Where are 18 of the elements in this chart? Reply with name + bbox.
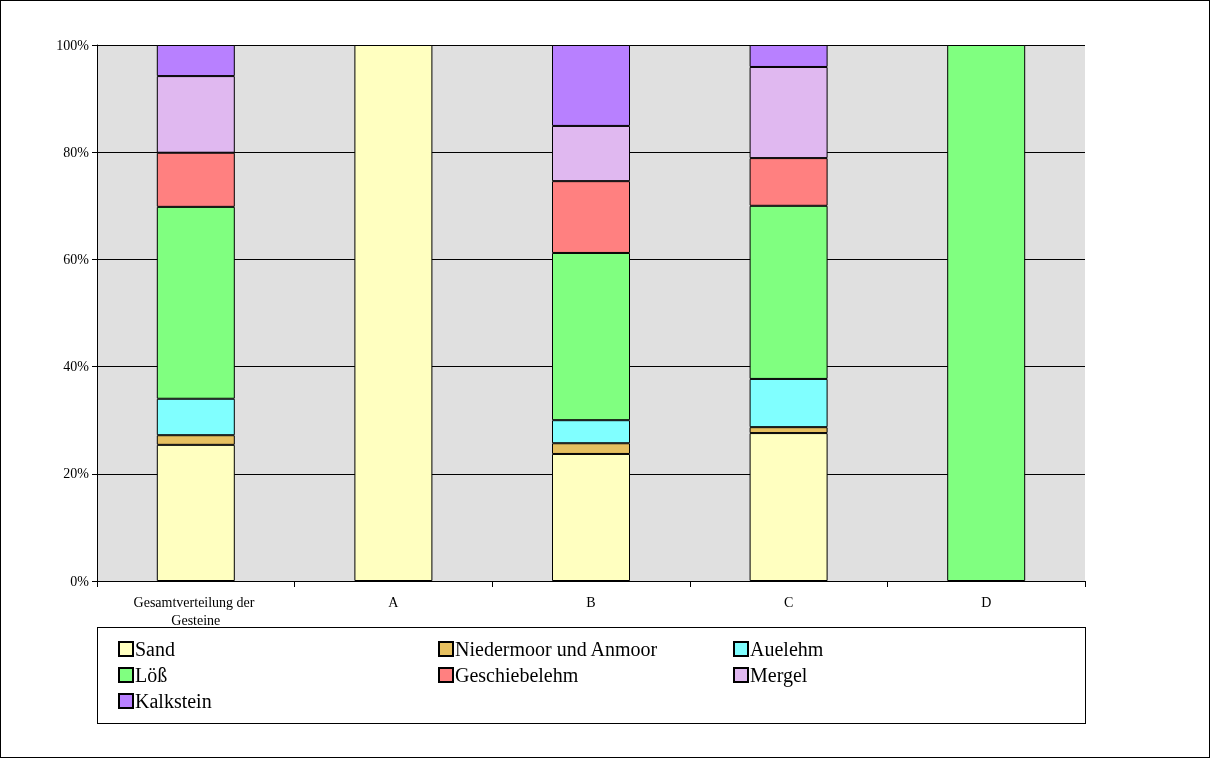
legend-label: Geschiebelehm (455, 664, 579, 686)
y-tick-label: 80% (63, 144, 90, 160)
legend-label: Sand (135, 638, 175, 660)
y-tick-label: 100% (56, 37, 90, 53)
legend-label: Kalkstein (135, 690, 212, 712)
y-tick-label: 40% (63, 359, 90, 375)
x-tick-label: A (388, 594, 400, 610)
legend-label: Niedermoor und Anmoor (455, 638, 658, 660)
x-tick-label: Gesamtverteilung der Gesteine (133, 594, 258, 628)
y-tick-label: 20% (63, 466, 90, 482)
x-tick-label: D (981, 594, 992, 610)
x-tick-label: C (783, 594, 794, 610)
y-tick-label: 60% (63, 251, 90, 267)
x-tick-label: B (586, 594, 596, 610)
legend-label: Mergel (750, 664, 808, 687)
y-tick-label: 0% (70, 573, 90, 589)
legend-label: Auelehm (750, 638, 824, 660)
legend-label: Löß (135, 664, 168, 686)
